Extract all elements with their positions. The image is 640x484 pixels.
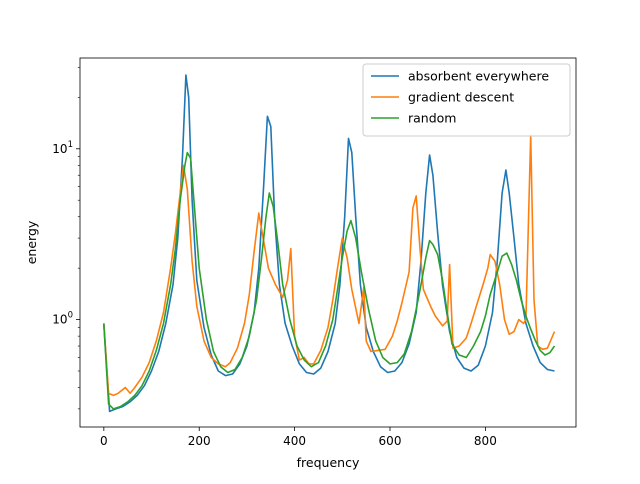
legend-label: random — [408, 111, 456, 126]
y-axis-label: energy — [24, 220, 39, 264]
x-axis: 0 200 400 600 800 — [100, 427, 497, 448]
x-tick-label: 0 — [100, 434, 108, 448]
y-axis: 100 101 — [52, 66, 80, 410]
legend-label: absorbent everywhere — [408, 69, 549, 84]
x-tick-label: 200 — [188, 434, 211, 448]
legend: absorbent everywhere gradient descent rand… — [362, 63, 571, 137]
x-axis-label: frequency — [297, 455, 360, 470]
legend-label: gradient descent — [408, 90, 514, 105]
axes-frame — [79, 57, 577, 428]
series-line-0 — [103, 74, 555, 413]
series-line-2 — [103, 151, 556, 410]
x-tick-label: 400 — [283, 434, 306, 448]
x-tick-label: 600 — [379, 434, 402, 448]
plot-lines — [103, 74, 556, 413]
y-tick-label: 101 — [52, 140, 73, 156]
series-line-1 — [103, 134, 556, 397]
x-tick-label: 800 — [474, 434, 497, 448]
y-tick-label: 100 — [52, 311, 73, 327]
legend-box — [362, 63, 571, 137]
